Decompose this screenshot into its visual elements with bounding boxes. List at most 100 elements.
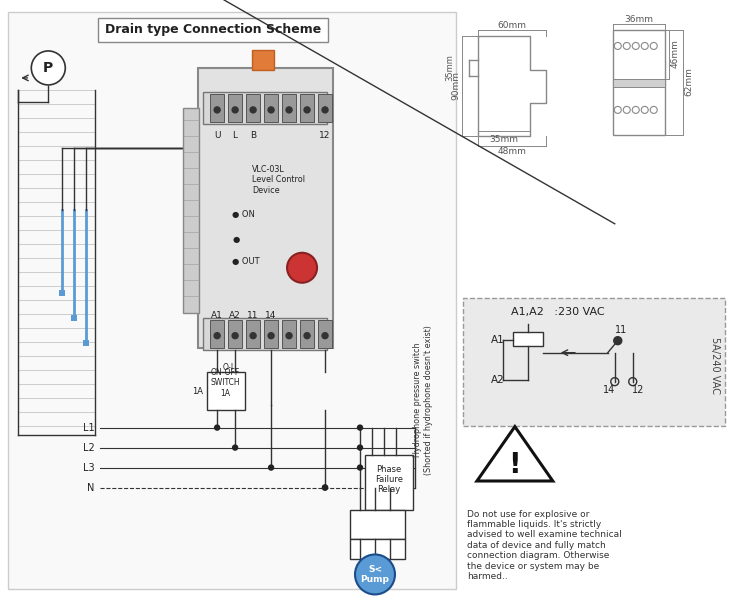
Circle shape	[323, 485, 328, 490]
Text: L2: L2	[82, 442, 94, 453]
Bar	[282, 94, 296, 122]
Circle shape	[214, 333, 220, 339]
Text: 48mm: 48mm	[497, 147, 526, 157]
Bar	[72, 315, 77, 321]
Bar	[318, 320, 332, 348]
Text: 1A: 1A	[192, 387, 203, 396]
Bar	[8, 12, 456, 589]
Text: 14: 14	[266, 311, 277, 320]
Text: A2: A2	[491, 374, 504, 385]
Circle shape	[358, 445, 363, 450]
FancyBboxPatch shape	[463, 298, 725, 426]
Circle shape	[304, 333, 310, 339]
Text: Do not use for explosive or
flammable liquids. It's strictly
advised to well exa: Do not use for explosive or flammable li…	[467, 509, 622, 581]
Circle shape	[358, 425, 363, 430]
Bar	[228, 320, 242, 348]
Text: 11: 11	[247, 311, 259, 320]
Bar	[183, 108, 199, 312]
Bar	[198, 68, 333, 348]
Text: ● OUT: ● OUT	[232, 257, 260, 266]
Text: 12: 12	[631, 385, 644, 395]
Bar	[513, 332, 543, 346]
Circle shape	[31, 51, 65, 85]
Text: A1: A1	[211, 311, 223, 320]
Bar	[19, 305, 94, 433]
Circle shape	[250, 333, 256, 339]
Text: 90mm: 90mm	[451, 72, 461, 101]
Circle shape	[323, 485, 328, 490]
Circle shape	[268, 107, 274, 113]
Bar	[246, 320, 260, 348]
Bar	[203, 318, 327, 350]
Bar	[350, 509, 405, 539]
Circle shape	[269, 465, 274, 470]
Circle shape	[614, 337, 622, 345]
Text: 60mm: 60mm	[497, 22, 526, 31]
Bar	[246, 94, 260, 122]
Bar	[612, 79, 665, 87]
Circle shape	[268, 333, 274, 339]
Text: N: N	[87, 483, 94, 492]
Text: S<
Pump: S< Pump	[361, 565, 389, 584]
Text: 5A/240 VAC: 5A/240 VAC	[710, 337, 720, 394]
Text: ● ON: ● ON	[232, 210, 255, 219]
Bar	[228, 94, 242, 122]
Text: A1: A1	[491, 335, 504, 345]
Circle shape	[250, 107, 256, 113]
Text: Phase
Failure
Relay: Phase Failure Relay	[375, 465, 403, 494]
Circle shape	[322, 333, 328, 339]
Bar	[300, 94, 314, 122]
Circle shape	[232, 107, 238, 113]
Text: VLC-03L
Level Control
Device: VLC-03L Level Control Device	[252, 165, 305, 194]
Bar	[59, 290, 65, 296]
Text: 36mm: 36mm	[624, 16, 653, 25]
Bar	[264, 94, 278, 122]
Text: B: B	[250, 131, 256, 140]
Circle shape	[286, 107, 292, 113]
Text: U: U	[214, 131, 220, 140]
Polygon shape	[477, 427, 553, 481]
Text: O-I: O-I	[222, 363, 234, 372]
Text: 12: 12	[319, 131, 331, 140]
Bar	[207, 371, 245, 409]
Circle shape	[215, 425, 220, 430]
Text: 14: 14	[603, 385, 615, 395]
Bar	[350, 539, 405, 559]
Text: A1,A2   :230 VAC: A1,A2 :230 VAC	[511, 306, 604, 317]
Circle shape	[322, 107, 328, 113]
Bar	[300, 320, 314, 348]
Text: ON-OFF
SWITCH
1A: ON-OFF SWITCH 1A	[210, 368, 240, 397]
Text: 35mm: 35mm	[489, 135, 518, 144]
Circle shape	[287, 253, 317, 283]
Bar	[318, 94, 332, 122]
Circle shape	[358, 465, 363, 470]
Text: 46mm: 46mm	[670, 40, 679, 69]
Bar	[210, 94, 224, 122]
Bar	[264, 320, 278, 348]
Text: Hydrophone pressure switch
(Shorted if hydrophone doesn't exist): Hydrophone pressure switch (Shorted if h…	[413, 324, 433, 474]
Circle shape	[355, 554, 395, 594]
Text: L1: L1	[82, 423, 94, 433]
Text: L: L	[233, 131, 238, 140]
Bar	[203, 92, 327, 124]
Bar	[83, 340, 89, 346]
Circle shape	[286, 333, 292, 339]
Circle shape	[304, 107, 310, 113]
Bar	[612, 30, 665, 135]
Text: 11: 11	[615, 324, 627, 335]
Text: P: P	[43, 61, 53, 75]
Bar	[210, 320, 224, 348]
Text: L3: L3	[82, 462, 94, 473]
Circle shape	[233, 445, 238, 450]
Text: A2: A2	[229, 311, 241, 320]
Text: 35mm: 35mm	[445, 55, 454, 81]
Text: ●: ●	[232, 235, 239, 244]
Bar	[99, 18, 328, 42]
Bar	[365, 455, 413, 509]
Text: 62mm: 62mm	[684, 67, 693, 96]
Circle shape	[214, 107, 220, 113]
Circle shape	[232, 333, 238, 339]
Bar	[252, 50, 274, 70]
Text: Drain type Connection Scheme: Drain type Connection Scheme	[105, 23, 321, 37]
Text: !: !	[509, 450, 521, 479]
